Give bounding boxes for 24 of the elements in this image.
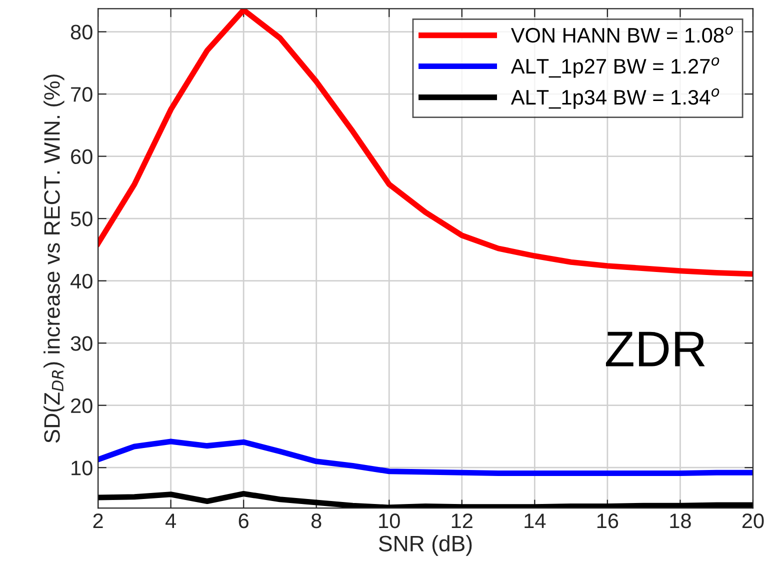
x-tick-label: 16	[597, 513, 618, 528]
x-tick-label: 10	[379, 513, 400, 528]
y-tick-label: 50	[70, 212, 92, 226]
x-tick-label: 18	[670, 513, 691, 528]
x-tick-label: 4	[166, 514, 176, 528]
y-tick-label: 30	[70, 336, 92, 351]
x-tick-label: 6	[238, 513, 248, 528]
legend-label: ALT_1p27 BW = 1.27$^{o}$	[510, 57, 720, 78]
legend-label: VON HANN BW = 1.08$^{o}$	[510, 26, 733, 43]
y-tick-label: 40	[70, 274, 92, 289]
x-tick-label: 20	[742, 513, 764, 528]
y-tick-label: 60	[71, 149, 92, 164]
y-tick-label: 80	[70, 24, 92, 40]
x-tick-label: 8	[311, 513, 322, 528]
y-tick-label: 70	[71, 87, 92, 102]
x-tick-label: 2	[93, 513, 103, 528]
x-tick-label: 12	[452, 513, 472, 528]
x-axis-title: SNR (dB)	[378, 535, 472, 556]
x-tick-label: 14	[524, 514, 546, 528]
y-tick-label: 10	[72, 460, 92, 476]
annotation: ZDR	[606, 332, 705, 366]
y-axis-title: SD(Z$_{DR}$) increase vs RECT. WIN. (%)	[44, 74, 64, 443]
y-tick-label: 20	[71, 398, 92, 414]
legend-label: ALT_1p34 BW = 1.34$^{o}$	[510, 88, 720, 109]
